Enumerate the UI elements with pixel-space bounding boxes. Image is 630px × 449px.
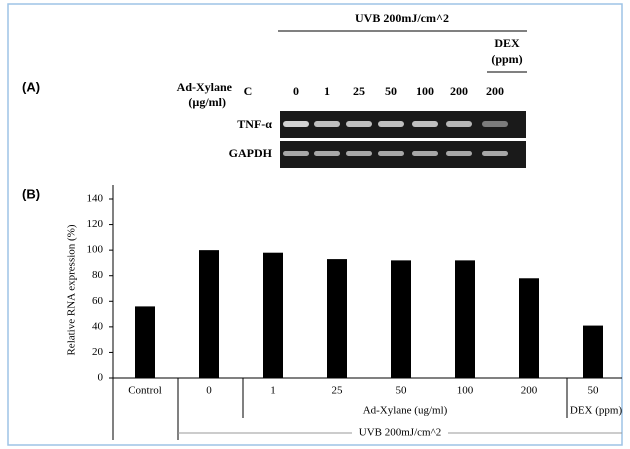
x-tick-label: 200 bbox=[521, 385, 538, 397]
panel-label: (B) bbox=[22, 186, 40, 201]
lane-label: 50 bbox=[385, 84, 397, 98]
lane-label: 1 bbox=[324, 84, 330, 98]
band bbox=[378, 121, 404, 127]
lane-label: 25 bbox=[353, 84, 365, 98]
x-tick-label: 0 bbox=[206, 385, 212, 397]
band bbox=[482, 151, 508, 156]
band bbox=[314, 151, 340, 156]
y-tick-label: 120 bbox=[87, 218, 104, 230]
lane-label: 200 bbox=[450, 84, 468, 98]
bar bbox=[519, 278, 539, 378]
lane-label: 200 bbox=[486, 84, 504, 98]
x-tick-label: Control bbox=[128, 385, 162, 397]
bar bbox=[135, 306, 155, 378]
group-label: DEX (ppm) bbox=[570, 405, 623, 417]
bar bbox=[583, 325, 603, 378]
lane-label: 100 bbox=[416, 84, 434, 98]
y-tick-label: 0 bbox=[98, 372, 104, 384]
x-tick-label: 50 bbox=[396, 385, 408, 397]
y-tick-label: 60 bbox=[92, 295, 104, 307]
y-tick-label: 40 bbox=[92, 320, 104, 332]
band bbox=[346, 151, 372, 156]
band bbox=[482, 121, 508, 127]
group-label: UVB 200mJ/cm^2 bbox=[359, 427, 441, 439]
y-tick-label: 80 bbox=[92, 269, 104, 281]
panel-label: (A) bbox=[22, 79, 40, 94]
bar bbox=[263, 252, 283, 378]
band bbox=[446, 151, 472, 156]
x-tick-label: 1 bbox=[270, 385, 276, 397]
band bbox=[314, 121, 340, 127]
x-tick-label: 100 bbox=[457, 385, 474, 397]
band bbox=[412, 151, 438, 156]
dex-header: (ppm) bbox=[491, 52, 522, 66]
x-tick-label: 25 bbox=[332, 385, 344, 397]
band bbox=[446, 121, 472, 127]
y-tick-label: 20 bbox=[92, 346, 104, 358]
band bbox=[283, 121, 309, 127]
gene-label: GAPDH bbox=[229, 146, 273, 160]
bar bbox=[391, 260, 411, 378]
lane-label: 0 bbox=[293, 84, 299, 98]
dex-header: DEX bbox=[494, 36, 520, 50]
group-label: Ad-Xylane (ug/ml) bbox=[363, 405, 448, 417]
band bbox=[346, 121, 372, 127]
y-tick-label: 100 bbox=[87, 244, 104, 256]
bar bbox=[327, 259, 347, 378]
gene-label: TNF-α bbox=[237, 117, 272, 131]
bar bbox=[455, 260, 475, 378]
row-header: (µg/ml) bbox=[188, 95, 226, 109]
x-tick-label: 50 bbox=[588, 385, 600, 397]
frame bbox=[7, 3, 623, 446]
band bbox=[412, 121, 438, 127]
lane-label: C bbox=[244, 84, 253, 98]
band bbox=[378, 151, 404, 156]
y-tick-label: 140 bbox=[87, 193, 104, 205]
band bbox=[283, 151, 309, 156]
treatment: UVB 200mJ/cm^2 bbox=[355, 11, 449, 25]
y-axis-label: Relative RNA expression (%) bbox=[66, 224, 78, 355]
row-header: Ad-Xylane bbox=[177, 80, 233, 94]
bar bbox=[199, 250, 219, 378]
